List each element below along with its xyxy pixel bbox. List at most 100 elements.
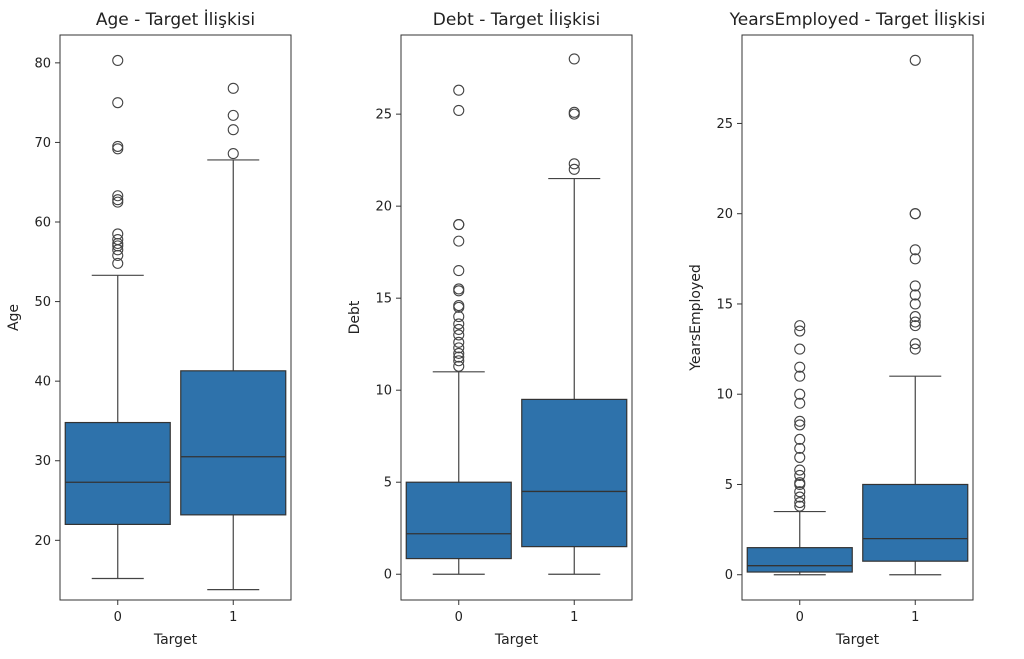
outlier-point (453, 283, 465, 295)
outlier-point (453, 347, 465, 359)
outlier-point (453, 360, 465, 372)
outlier-point (112, 140, 124, 152)
y-tick-label: 30 (34, 454, 51, 469)
outlier-point (909, 244, 921, 256)
y-tick-label: 20 (716, 207, 733, 222)
outlier-point (453, 342, 465, 354)
outlier-point (112, 194, 124, 206)
outlier-point (794, 469, 806, 481)
outlier-point (794, 500, 806, 512)
outlier-point (794, 415, 806, 427)
x-tick-label: 0 (114, 610, 122, 625)
box (405, 481, 512, 560)
y-tick-label: 25 (716, 117, 733, 132)
box-group-target-1 (862, 54, 969, 576)
box (862, 483, 969, 562)
outlier-point (794, 486, 806, 498)
y-axis-label: Debt (347, 300, 363, 334)
x-tick-label: 0 (796, 610, 804, 625)
plot-frame (400, 34, 633, 601)
y-tick-label: 10 (375, 384, 392, 399)
outlier-point (112, 190, 124, 202)
box-group-target-0 (405, 84, 512, 575)
x-tick-label: 0 (455, 610, 463, 625)
outlier-point (794, 397, 806, 409)
y-tick-label: 80 (34, 56, 51, 71)
box-group-target-1 (521, 53, 628, 575)
x-axis-label: Target (153, 632, 198, 648)
outlier-point (909, 289, 921, 301)
box (180, 370, 287, 516)
outlier-point (453, 323, 465, 336)
outlier-point (794, 388, 806, 400)
chart-panel-3: 0 5 10 15 20 25 0 1 Target YearsEmployed YearsEmpl… (688, 9, 985, 648)
outlier-point (453, 329, 465, 341)
y-tick-label: 20 (34, 534, 51, 549)
outlier-point (568, 106, 580, 118)
outlier-point (453, 104, 465, 117)
outlier-point (453, 235, 465, 247)
chart-title: Debt - Target İlişkisi (433, 9, 600, 30)
outlier-point (453, 84, 465, 96)
outlier-point (568, 158, 580, 170)
outlier-point (909, 311, 921, 323)
x-axis-label: Target (494, 632, 539, 648)
y-tick-label: 15 (375, 292, 392, 307)
outlier-point (453, 318, 465, 330)
outlier-point (909, 320, 921, 332)
y-axis-label: YearsEmployed (688, 264, 704, 372)
outlier-point (794, 419, 806, 431)
outlier-point (112, 257, 124, 269)
outlier-point (909, 253, 921, 265)
outlier-point (453, 311, 465, 323)
x-tick-label: 1 (911, 610, 919, 625)
outlier-point (227, 148, 239, 160)
outlier-point (112, 97, 124, 109)
y-tick-label: 50 (34, 295, 51, 310)
y-tick-label: 40 (34, 375, 51, 390)
chart-title: Age - Target İlişkisi (96, 9, 255, 30)
outlier-point (227, 82, 239, 94)
y-tick-label: 5 (725, 478, 733, 493)
outlier-point (453, 299, 465, 312)
outlier-point (794, 464, 806, 476)
plot-frame (59, 34, 292, 601)
outlier-point (112, 143, 124, 155)
outlier-point (794, 433, 806, 445)
y-tick-label: 5 (384, 476, 392, 491)
box-group-target-0 (746, 320, 853, 576)
outlier-point (568, 53, 580, 65)
y-tick-label: 10 (716, 388, 733, 403)
outlier-point (453, 219, 465, 231)
x-tick-label: 1 (229, 610, 237, 625)
outlier-point (794, 442, 806, 454)
outlier-point (112, 233, 124, 246)
outlier-point (794, 325, 806, 337)
y-tick-label: 60 (34, 216, 51, 231)
outlier-point (568, 163, 580, 175)
chart-title: YearsEmployed - Target İlişkisi (729, 9, 986, 30)
outlier-point (112, 228, 124, 240)
box-group-target-1 (180, 82, 287, 591)
outlier-point (453, 355, 465, 367)
outlier-point (112, 54, 124, 67)
outlier-point (909, 343, 921, 355)
outlier-point (794, 370, 806, 382)
outlier-point (909, 208, 921, 220)
outlier-point (909, 280, 921, 292)
y-tick-label: 20 (375, 200, 392, 215)
outlier-point (909, 316, 921, 328)
outlier-point (909, 54, 921, 66)
y-tick-label: 15 (716, 297, 733, 312)
chart-panel-2: 0 5 10 15 20 25 0 1 Target Debt Debt - Target İliş… (347, 9, 633, 648)
outlier-point (227, 124, 239, 136)
outlier-point (909, 338, 921, 350)
y-tick-label: 0 (725, 568, 733, 583)
y-axis-label: Age (6, 304, 22, 331)
box (746, 547, 853, 573)
y-tick-label: 0 (384, 568, 392, 583)
outlier-point (453, 336, 465, 348)
outlier-point (453, 351, 465, 363)
box-group-target-0 (64, 54, 171, 580)
